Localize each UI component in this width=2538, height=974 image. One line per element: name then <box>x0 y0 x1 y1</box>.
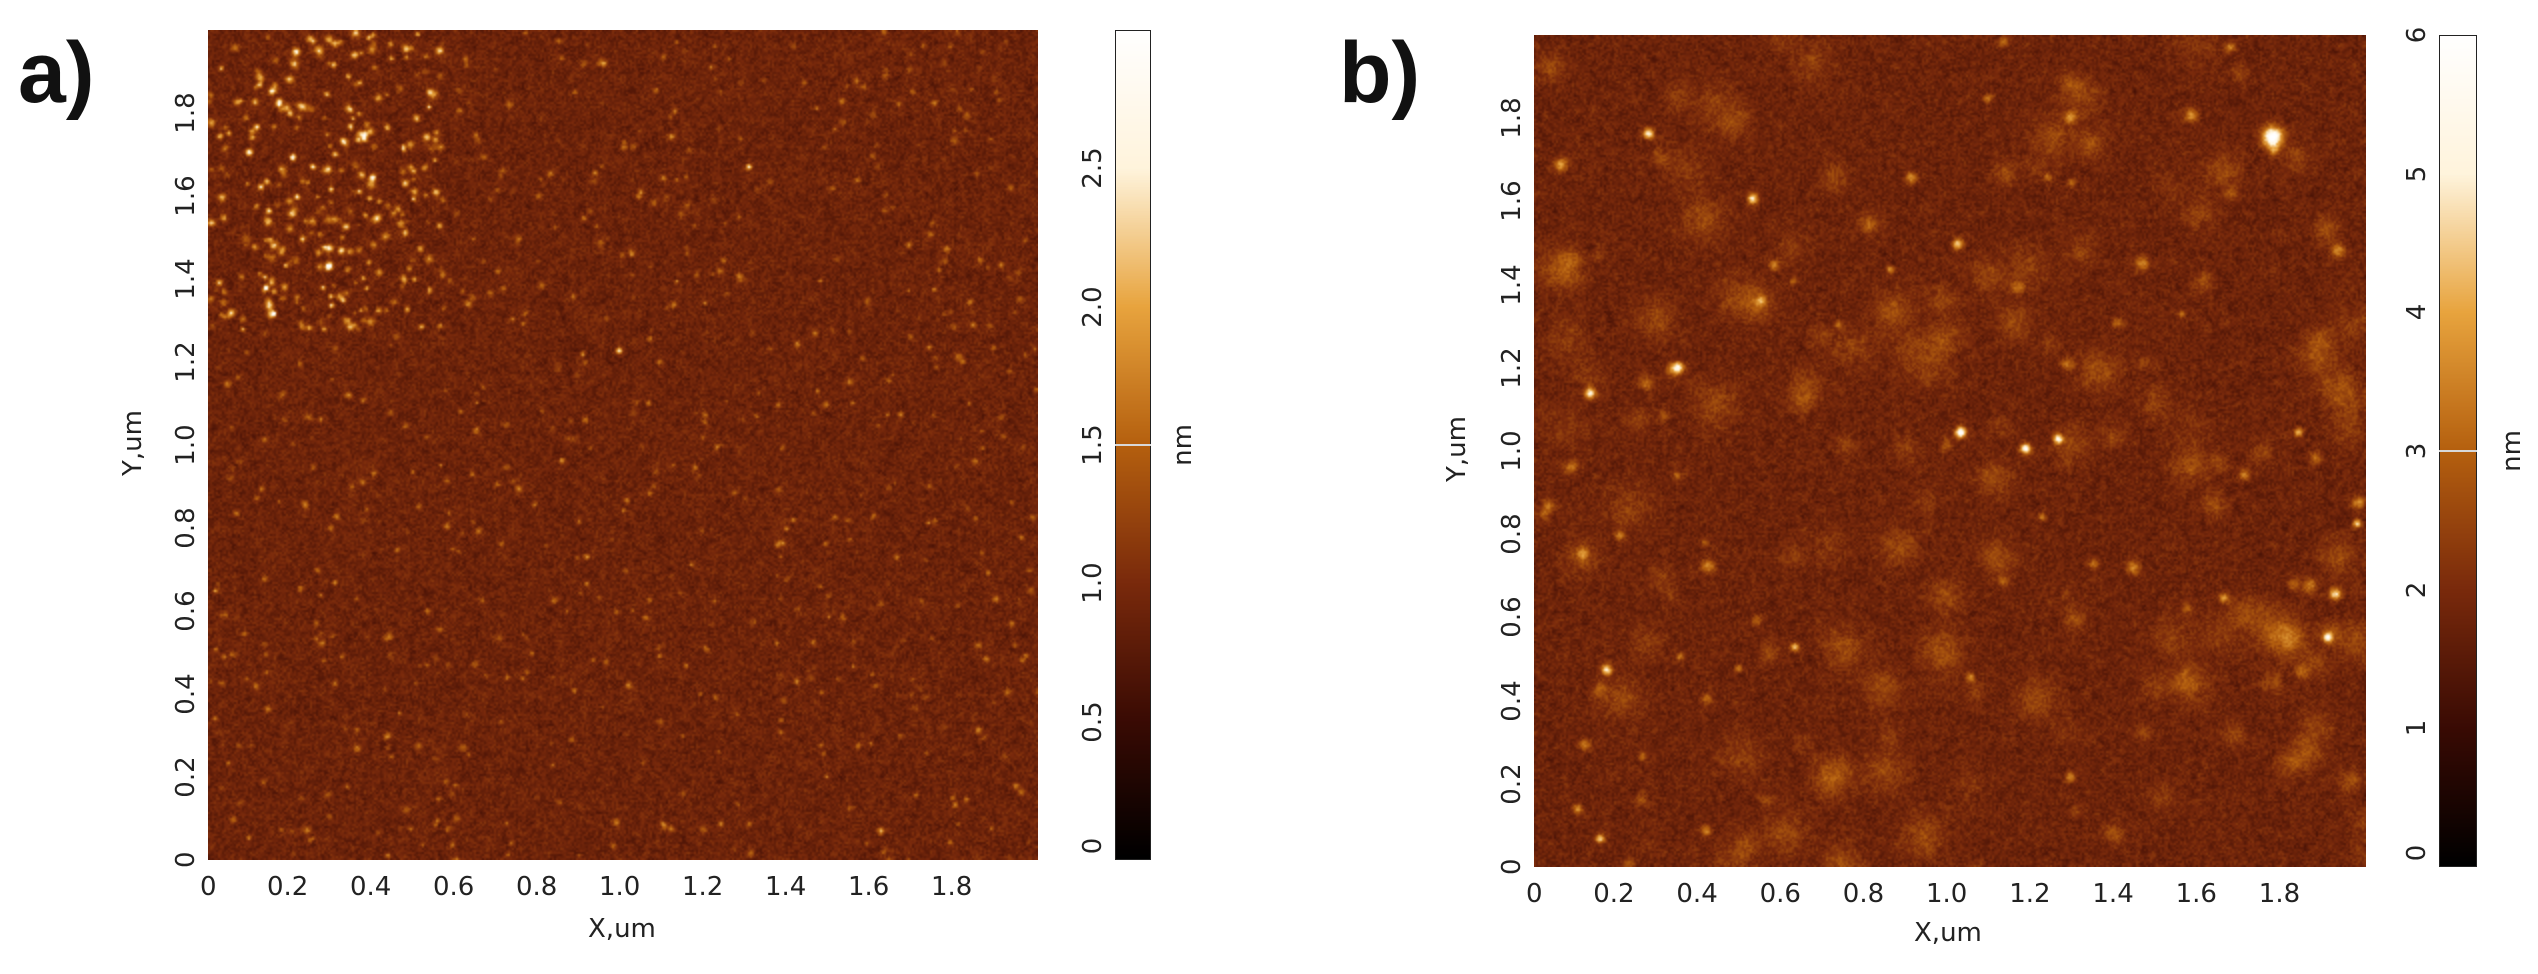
x-tick-label: 0.8 <box>516 872 558 902</box>
y-tick-label: 1.2 <box>1497 347 1527 389</box>
x-tick-label: 1.6 <box>2175 879 2217 909</box>
x-tick-label: 0.4 <box>1676 879 1718 909</box>
y-tick-label: 1.0 <box>1497 430 1527 472</box>
colorbar-tick-label: 6 <box>2402 26 2432 44</box>
x-tick-label: 1.2 <box>2009 879 2051 909</box>
x-tick-label: 0.8 <box>1842 879 1885 909</box>
colorbar-midpoint-marker-b <box>2439 450 2477 452</box>
y-tick-label: 0.6 <box>1497 596 1527 639</box>
colorbar-tick-label: 1 <box>2402 720 2432 737</box>
x-tick-label: 1.8 <box>931 872 973 902</box>
y-axis-title-b: Y,um <box>1441 416 1472 482</box>
afm-height-map-canvas-a <box>208 30 1038 860</box>
y-tick-label: 1.8 <box>1497 97 1527 139</box>
colorbar-tick-label: 1.5 <box>1078 424 1108 466</box>
y-tick-label: 0.4 <box>1497 679 1527 722</box>
colorbar-tick-label: 0.5 <box>1078 700 1108 743</box>
x-tick-label: 0.4 <box>350 872 392 902</box>
x-tick-label: 1.6 <box>848 872 890 902</box>
x-axis-title-a: X,um <box>588 914 656 944</box>
y-tick-label: 1.6 <box>1497 180 1527 223</box>
colorbar-midpoint-marker-a <box>1115 444 1151 446</box>
y-tick-label: 0.4 <box>171 673 201 715</box>
panel-label-a: a) <box>18 25 95 121</box>
x-tick-label: 0.6 <box>433 872 475 902</box>
colorbar-unit-b: nm <box>2496 430 2527 472</box>
y-axis-title-a: Y,um <box>117 410 148 476</box>
colorbar-tick-label: 2.0 <box>1078 285 1108 328</box>
y-tick-label: 1.6 <box>171 175 201 217</box>
x-tick-label: 1.8 <box>2258 879 2301 909</box>
x-tick-label: 0.6 <box>1759 879 1801 909</box>
colorbar-tick-label: 4 <box>2402 304 2432 321</box>
panel-label-b: b) <box>1339 25 1421 121</box>
colorbar-tick-label: 0 <box>1078 837 1108 855</box>
afm-panel-a: a) 0 0.2 0.4 0.6 0.8 1.0 1.2 1.4 1.6 1.8 0 0.2 0.4 0.… <box>18 25 1198 944</box>
y-tick-label: 0.8 <box>1497 513 1527 555</box>
x-tick-label: 0 <box>200 872 217 902</box>
x-tick-label: 1.4 <box>765 872 807 902</box>
y-tick-label: 0.2 <box>1497 763 1527 805</box>
colorbar-tick-label: 0 <box>2402 844 2432 862</box>
x-tick-label: 0 <box>1526 879 1543 909</box>
x-tick-label: 1.2 <box>682 872 724 902</box>
colorbar-tick-label: 2.5 <box>1078 147 1108 190</box>
y-tick-label: 1.8 <box>171 92 201 134</box>
x-tick-label: 1.4 <box>2092 879 2134 909</box>
afm-height-map-a <box>208 30 1038 860</box>
afm-height-map-canvas-b <box>1534 35 2366 867</box>
y-tick-label: 1.0 <box>171 424 201 466</box>
y-tick-label: 0.8 <box>171 507 201 549</box>
y-tick-label: 0 <box>1497 858 1527 875</box>
colorbar-tick-label: 1.0 <box>1078 562 1108 605</box>
y-tick-label: 0.6 <box>171 590 201 632</box>
x-tick-label: 0.2 <box>1593 879 1635 909</box>
colorbar-unit-a: nm <box>1167 424 1198 466</box>
y-tick-label: 1.4 <box>1497 263 1527 306</box>
x-tick-label: 1.0 <box>1926 879 1968 909</box>
y-tick-label: 1.2 <box>171 341 201 383</box>
x-axis-title-b: X,um <box>1914 918 1982 948</box>
x-tick-label: 1.0 <box>599 872 641 902</box>
colorbar-tick-label: 2 <box>2402 581 2432 598</box>
colorbar-tick-label: 5 <box>2402 165 2432 182</box>
y-tick-label: 0 <box>171 851 201 868</box>
y-tick-label: 1.4 <box>171 258 201 300</box>
x-tick-label: 0.2 <box>267 872 309 902</box>
y-tick-label: 0.2 <box>171 756 201 798</box>
afm-height-map-b <box>1534 35 2366 867</box>
afm-panel-b: b) 0 0.2 0.4 0.6 0.8 1.0 1.2 1.4 1.6 1.8 0 0.2 0.4 0.… <box>1269 0 2538 974</box>
colorbar-tick-label: 3 <box>2402 442 2432 460</box>
